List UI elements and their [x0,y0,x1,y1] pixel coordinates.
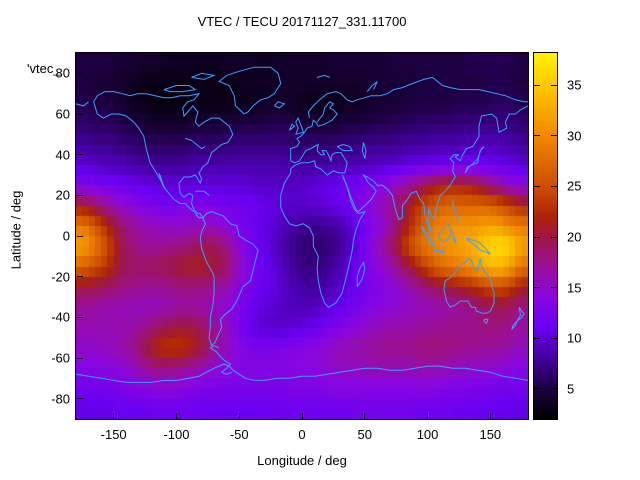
colorbar-tick-mark [551,135,557,137]
coastline-baja-california [158,172,166,190]
coastline-antarctica [76,363,528,383]
colorbar-tick-mark [551,185,557,187]
colorbar-tick-mark [534,135,540,137]
coastline-new-guinea [466,237,491,255]
colorbar-tick-label: 5 [567,381,575,397]
colorbar-tick-mark [551,388,557,390]
coastline-iceland [274,101,286,109]
y-tick-label: 60 [55,106,70,122]
x-tick-label: 150 [479,427,502,442]
y-tick-label: 0 [62,228,70,244]
x-tick-label: -50 [229,427,249,442]
x-tick-mark [238,413,240,419]
y-tick-mark [77,276,83,278]
colorbar-tick-label: 25 [567,178,582,194]
x-tick-mark [364,413,366,419]
y-tick-mark [77,113,83,115]
coastline-caspian-sea [361,142,367,159]
coastline-sumatra [420,225,437,248]
coastline-java [433,249,446,253]
tec-heatmap-canvas [76,53,528,419]
coastline-philippines [452,199,460,222]
x-tick-mark [301,413,303,419]
y-tick-mark [77,154,83,156]
colorbar-tick-mark [534,337,540,339]
x-tick-label: -150 [100,427,127,442]
colorbar-tick-mark [534,236,540,238]
colorbar-tick-label: 30 [567,128,582,144]
coastline-tasmania [483,318,489,325]
y-tick-label: -60 [51,350,70,366]
coastline-black-sea [336,143,354,152]
coastline-red-sea-east-africa [280,168,366,308]
x-axis-label: Longitude / deg [257,453,347,468]
coastline-sulawesi [450,231,457,245]
x-tick-mark [489,413,491,419]
y-tick-label: -20 [51,269,70,285]
coastline-new-zealand [511,306,525,330]
coastline-canadian-arctic-islands-north [191,72,216,80]
coastline-cuba [195,190,210,196]
coastline-europe-atlantic-baltic [290,101,338,161]
coastline-great-britain [295,116,304,135]
y-axis-label: Latitude / deg [8,190,24,270]
colorbar-tick-label: 15 [567,280,582,296]
y-tick-label: 20 [55,187,70,203]
coastline-madagascar [356,261,366,288]
coastline-borneo [438,222,452,243]
coastline-tierra-del-fuego-peninsula [209,345,232,375]
legend-key-label: 'vtec_ [27,61,61,76]
colorbar-tick-mark [534,84,540,86]
y-tick-label: 40 [55,147,70,163]
y-tick-mark [77,194,83,196]
plot-border [75,52,529,420]
colorbar-canvas [534,53,557,419]
colorbar-tick-mark [534,185,540,187]
colorbar-tick-label: 35 [567,77,582,93]
coastline-australia [443,257,495,314]
x-tick-mark [113,413,115,419]
coastline-novaya-zemlya [366,81,378,92]
colorbar-border [533,52,558,420]
coastline-mediterranean-coast [290,143,348,176]
y-tick-label: 80 [55,65,70,81]
coastline-east-asia-coast [342,105,528,235]
x-tick-mark [427,413,429,419]
y-tick-mark [77,235,83,237]
coastline-greenland [218,66,282,115]
y-tick-label: -40 [51,309,70,325]
colorbar-tick-mark [551,236,557,238]
coastline-scandinavia-arctic-russia [307,76,528,119]
coastline-chukotka-left-edge [76,101,89,107]
y-tick-mark [77,398,83,400]
coastline-great-lakes [185,137,206,150]
y-tick-mark [77,316,83,318]
coastline-north-america [93,91,234,219]
coastline-japan [464,146,485,174]
y-tick-mark [77,72,83,74]
coastline-canadian-arctic-islands [163,85,197,93]
x-tick-label: 100 [416,427,439,442]
colorbar-tick-mark [551,84,557,86]
x-tick-label: 50 [357,427,372,442]
colorbar-tick-label: 20 [567,229,582,245]
x-tick-label: -100 [163,427,190,442]
coastline-south-america [199,211,259,347]
colorbar-tick-mark [534,287,540,289]
y-tick-mark [77,357,83,359]
y-tick-label: -80 [51,391,70,407]
coastline-svalbard [316,74,330,78]
coastlines-overlay [76,66,528,383]
x-tick-label: 0 [298,427,306,442]
colorbar-tick-mark [551,287,557,289]
x-tick-mark [175,413,177,419]
chart-title: VTEC / TECU 20171127_331.11700 [197,14,407,29]
colorbar-tick-mark [551,337,557,339]
colorbar-tick-label: 10 [567,330,582,346]
coastline-ireland [288,123,296,131]
colorbar-tick-mark [534,388,540,390]
